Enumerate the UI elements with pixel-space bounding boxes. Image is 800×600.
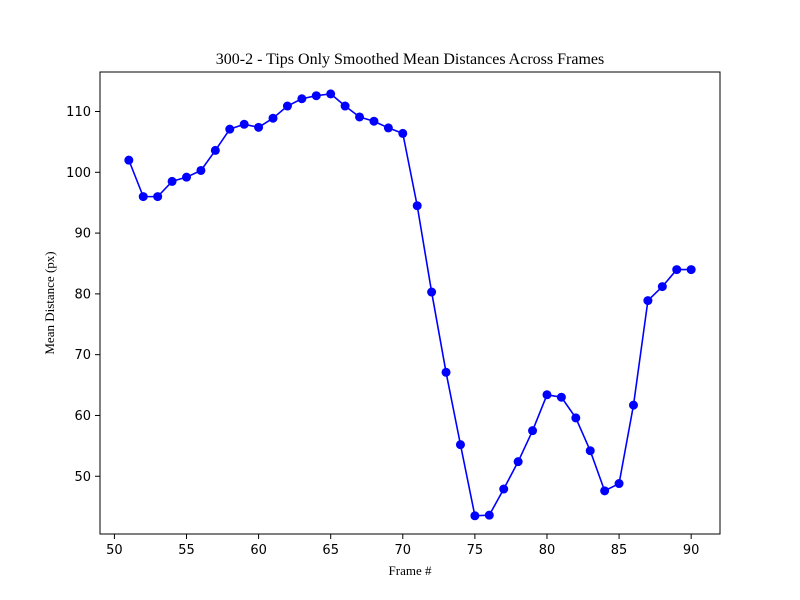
data-point	[124, 155, 134, 165]
data-point	[499, 484, 509, 494]
data-point	[340, 101, 350, 111]
x-tick-label: 60	[250, 543, 267, 558]
series-layer	[124, 89, 696, 521]
data-point	[513, 457, 523, 467]
data-point	[355, 112, 365, 122]
data-point	[311, 91, 321, 101]
plot-frame	[99, 71, 721, 535]
data-point	[484, 510, 494, 520]
data-point	[672, 265, 682, 275]
data-point	[657, 282, 667, 292]
data-point	[427, 287, 437, 297]
data-point	[614, 479, 624, 489]
data-point	[455, 440, 465, 450]
data-point	[182, 172, 192, 182]
y-axis-label: Mean Distance (px)	[42, 251, 57, 354]
data-point	[268, 113, 278, 123]
x-tick-label: 85	[611, 543, 628, 558]
data-point	[571, 413, 581, 423]
data-point	[441, 367, 451, 377]
data-point	[167, 176, 177, 186]
y-tick-label: 50	[74, 470, 91, 485]
x-tick-label: 75	[467, 543, 484, 558]
ticks: 50 55 60 65 70 75 80 85 90 50 60 70 80 90 100 110	[66, 105, 699, 558]
data-point	[585, 446, 595, 456]
data-point	[643, 296, 653, 306]
data-point	[297, 94, 307, 104]
y-tick-label: 70	[74, 348, 91, 363]
chart-title: 300-2 - Tips Only Smoothed Mean Distance…	[216, 51, 604, 68]
series-line	[128, 93, 692, 517]
x-axis-label: Frame #	[389, 563, 432, 578]
data-point	[153, 192, 163, 202]
y-tick-label: 100	[66, 166, 91, 181]
data-point	[239, 119, 249, 129]
y-tick-label: 110	[66, 105, 91, 120]
y-tick-label: 90	[74, 227, 91, 242]
x-tick-label: 50	[106, 543, 123, 558]
data-point	[556, 392, 566, 402]
x-tick-label: 70	[395, 543, 412, 558]
x-tick-label: 80	[539, 543, 556, 558]
data-point	[282, 101, 292, 111]
x-tick-label: 65	[322, 543, 339, 558]
data-point	[196, 165, 206, 175]
data-point	[369, 116, 379, 126]
data-point	[326, 89, 336, 99]
data-point	[528, 426, 538, 436]
y-tick-label: 80	[74, 287, 91, 302]
data-point	[470, 511, 480, 521]
x-tick-label: 90	[683, 543, 700, 558]
data-point	[412, 201, 422, 211]
y-tick-label: 60	[74, 409, 91, 424]
data-point	[542, 390, 552, 400]
data-point	[254, 122, 264, 132]
data-point	[138, 192, 148, 202]
data-point	[210, 145, 220, 155]
data-point	[600, 486, 610, 496]
data-point	[225, 124, 235, 134]
data-point	[686, 265, 696, 275]
data-point	[398, 128, 408, 138]
data-point	[628, 400, 638, 410]
x-tick-label: 55	[178, 543, 195, 558]
data-point	[383, 123, 393, 133]
